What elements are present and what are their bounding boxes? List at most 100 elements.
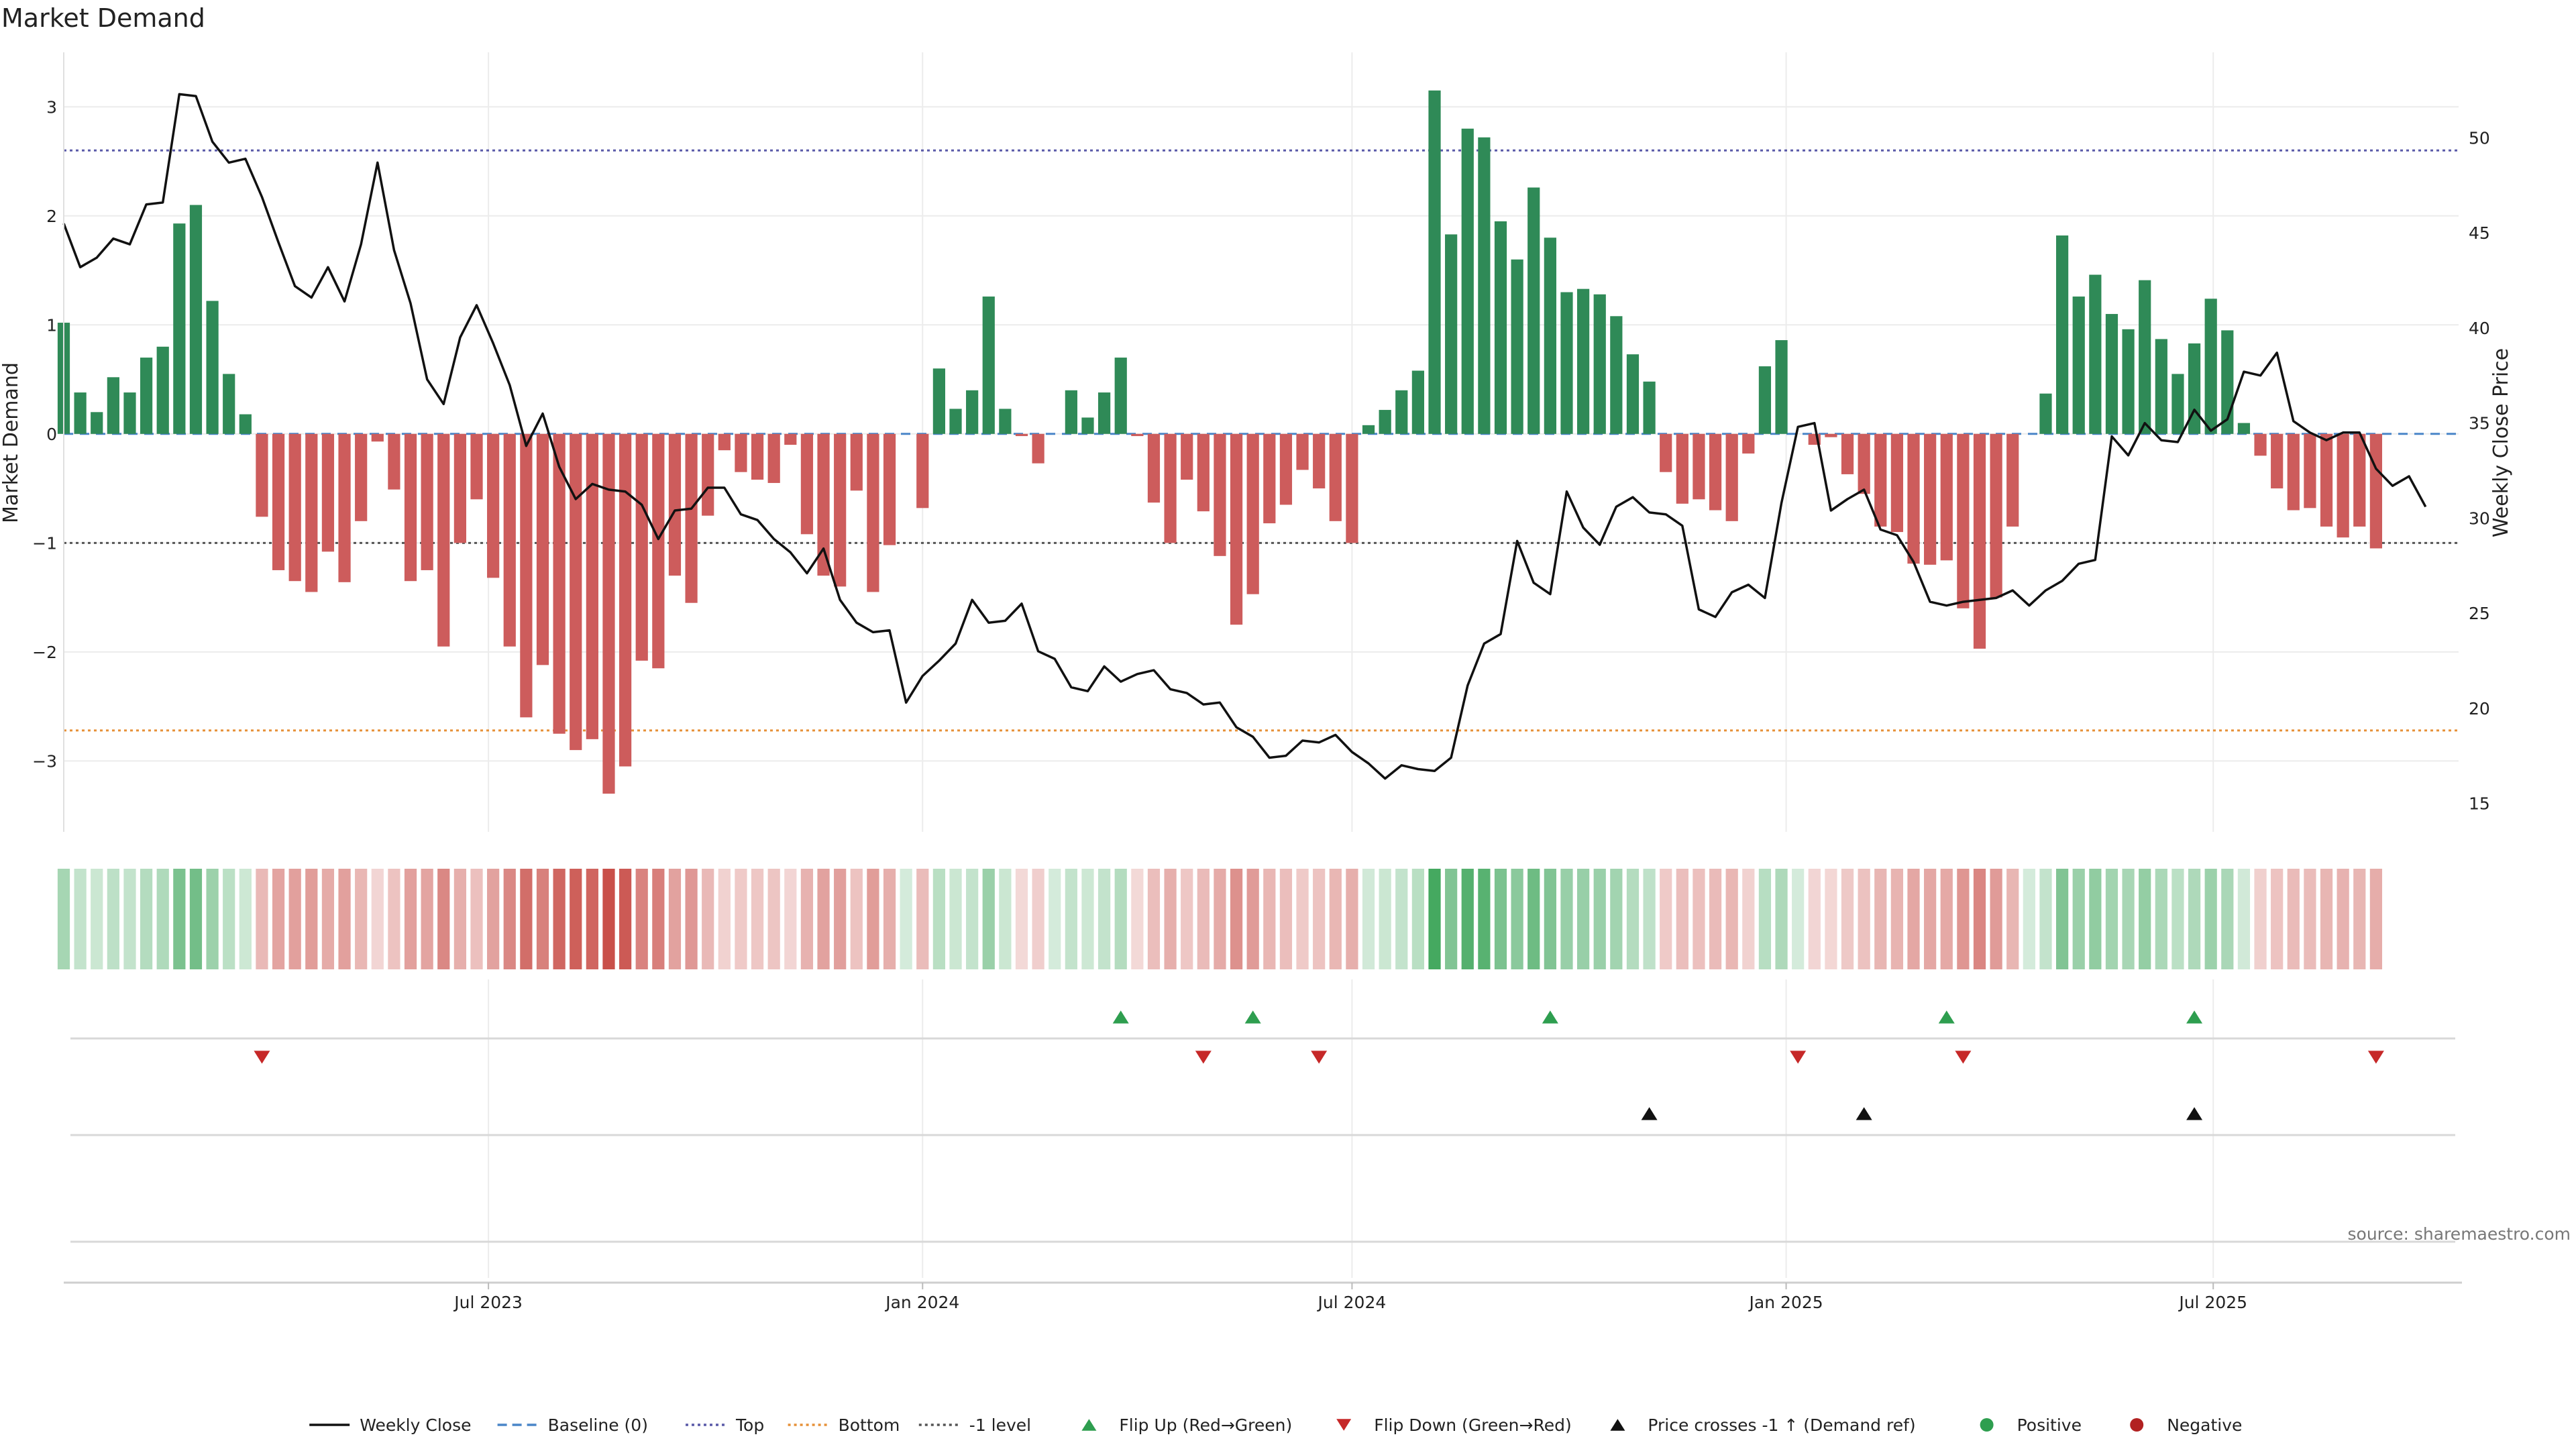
negative-demand-bar — [652, 433, 665, 669]
negative-demand-bar — [784, 433, 797, 445]
negative-demand-bar — [1973, 433, 1986, 649]
negative-demand-bar — [487, 433, 500, 578]
positive-demand-bar — [189, 205, 203, 434]
positive-demand-bar — [1065, 390, 1077, 434]
negative-demand-bar — [2254, 433, 2267, 456]
heat-cell-negative — [2006, 869, 2019, 969]
heat-cell-positive — [156, 869, 169, 969]
positive-demand-bar — [2204, 299, 2217, 434]
negative-demand-bar — [1230, 433, 1243, 625]
heat-cell-negative — [784, 869, 797, 969]
positive-demand-bar — [966, 390, 979, 434]
y-tick-label: 0 — [46, 425, 57, 444]
negative-demand-bar — [2353, 433, 2366, 527]
heat-cell-negative — [1907, 869, 1920, 969]
heat-cell-negative — [1973, 869, 1986, 969]
heat-cell-positive — [223, 869, 235, 969]
negative-demand-bar — [2287, 433, 2300, 511]
positive-demand-bar — [1758, 366, 1772, 434]
legend-item: Flip Up (Red→Green) — [1081, 1415, 1292, 1435]
negative-demand-bar — [338, 433, 351, 582]
flip-up-marker — [2186, 1010, 2203, 1024]
negative-demand-bar — [916, 433, 929, 508]
negative-demand-bar — [1032, 433, 1044, 464]
heat-cell-negative — [2304, 869, 2316, 969]
legend-label: Negative — [2167, 1415, 2242, 1435]
positive-demand-bar — [156, 346, 169, 434]
heat-cell-negative — [619, 869, 632, 969]
y-tick-label: 1 — [46, 315, 57, 335]
price-cross-marker — [1641, 1107, 1658, 1120]
heat-cell-negative — [635, 869, 648, 969]
heat-cell-negative — [883, 869, 896, 969]
heat-cell-positive — [1593, 869, 1606, 969]
legend-label: Baseline (0) — [548, 1415, 648, 1435]
negative-demand-bar — [1329, 433, 1342, 521]
y-tick-label: 2 — [46, 207, 57, 226]
heat-cell-negative — [305, 869, 318, 969]
positive-demand-bar — [2089, 274, 2102, 434]
negative-demand-bar — [1858, 433, 1870, 494]
negative-demand-bar — [256, 433, 268, 517]
heat-cell-negative — [388, 869, 400, 969]
negative-demand-bar — [735, 433, 747, 472]
flip-down-marker — [1195, 1051, 1212, 1064]
flip-up-marker — [1542, 1010, 1558, 1024]
heat-cell-negative — [702, 869, 714, 969]
positive-demand-bar — [932, 368, 946, 434]
negative-demand-bar — [1015, 433, 1028, 437]
positive-demand-bar — [1544, 237, 1556, 434]
demand-bars — [57, 90, 2383, 794]
legend-item: Bottom — [788, 1415, 900, 1435]
heat-cell-positive — [1478, 869, 1491, 969]
heat-cell-positive — [239, 869, 252, 969]
positive-demand-bar — [1395, 390, 1408, 434]
negative-demand-bar — [1990, 433, 2002, 598]
heat-cell-negative — [1197, 869, 1210, 969]
heat-cell-negative — [1246, 869, 1259, 969]
heat-cell-negative — [1940, 869, 1953, 969]
price-cross-marker — [2186, 1107, 2203, 1120]
weekly-close-series — [62, 93, 2427, 780]
weekly-close-line — [62, 93, 2427, 780]
heat-cell-positive — [1610, 869, 1623, 969]
y-tick-label: −2 — [32, 643, 57, 662]
heat-cell-positive — [57, 869, 70, 969]
heat-cell-negative — [834, 869, 847, 969]
y2-tick-label: 25 — [2469, 604, 2490, 623]
flip-down-marker — [1311, 1051, 1328, 1064]
heat-cell-positive — [2072, 869, 2085, 969]
negative-demand-bar — [453, 433, 467, 543]
heat-cell-positive — [1560, 869, 1573, 969]
heat-cell-positive — [1626, 869, 1640, 969]
positive-demand-bar — [982, 297, 995, 434]
positive-demand-bar — [2171, 374, 2184, 434]
heat-cell-positive — [1494, 869, 1507, 969]
heat-cell-positive — [173, 869, 186, 969]
y2-tick-label: 40 — [2469, 319, 2490, 338]
heat-cell-negative — [1279, 869, 1293, 969]
negative-demand-bar — [602, 433, 615, 794]
negative-demand-bar — [570, 433, 582, 751]
positive-demand-bar — [2237, 423, 2251, 434]
legend-label: Positive — [2017, 1415, 2082, 1435]
negative-demand-bar — [1214, 433, 1226, 556]
heat-cell-positive — [1445, 869, 1458, 969]
heat-cell-positive — [900, 869, 912, 969]
negative-demand-bar — [685, 433, 698, 603]
positive-demand-bar — [74, 392, 87, 434]
positive-demand-bar — [173, 223, 186, 434]
flip-down-marker — [1790, 1051, 1807, 1064]
y-tick-label: 3 — [46, 97, 57, 117]
negative-demand-bar — [305, 433, 318, 592]
heat-cell-positive — [982, 869, 995, 969]
negative-demand-bar — [355, 433, 368, 521]
heat-cell-negative — [536, 869, 549, 969]
heat-cell-negative — [1263, 869, 1276, 969]
negative-demand-bar — [1825, 433, 1837, 437]
heat-cell-negative — [1858, 869, 1870, 969]
positive-demand-bar — [1494, 221, 1507, 434]
negative-demand-bar — [850, 433, 863, 491]
heat-cell-negative — [437, 869, 450, 969]
